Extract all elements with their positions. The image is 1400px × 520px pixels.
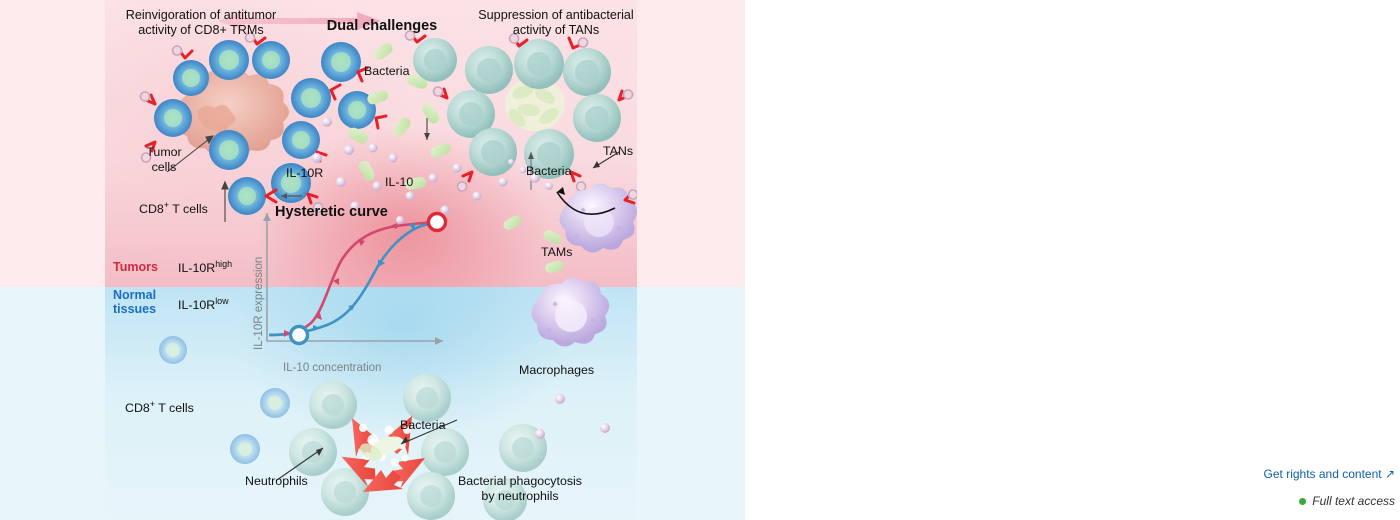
article-panel: Cell CellPress Available online 3 March … (745, 0, 1400, 520)
access-dot-icon (1299, 497, 1307, 505)
il10-molecules (312, 117, 508, 224)
low-state-marker (288, 324, 310, 346)
access-status: Full text access (1299, 494, 1395, 508)
zone-label-normal: Normal tissues (113, 288, 157, 316)
chart-y-axis-label: IL-10R expression (253, 256, 265, 350)
tan-cluster (404, 30, 634, 192)
cd8-t-cell-group-bottom (159, 336, 290, 464)
abstract-artwork: IL-10R expression IL-10 concentration Hy… (105, 0, 637, 520)
label-bacteria-top: Bacteria (364, 64, 410, 78)
label-bacteria-bottom: Bacteria (400, 418, 446, 432)
external-link-icon: ↗ (1384, 467, 1395, 481)
abstract-illustration (139, 12, 637, 520)
il10r-reference-cell (228, 177, 302, 215)
zone-value-normal: IL-10Rlow (178, 296, 229, 313)
access-label: Full text access (1312, 494, 1395, 508)
left-heading: Reinvigoration of antitumor activity of … (125, 8, 277, 37)
cd8-t-cell-group-top (154, 40, 376, 203)
curve-descending (268, 220, 438, 337)
zone-value-tumors: IL-10Rhigh (178, 259, 233, 276)
curve-ascending (268, 220, 438, 337)
dual-challenges-arrow (218, 12, 381, 30)
dual-challenges-label: Dual challenges (326, 18, 438, 34)
label-macrophages: Macrophages (519, 363, 595, 377)
label-bacteria-tans: Bacteria (526, 164, 572, 178)
label-cd8-t-cells-top: CD8+ T cells (139, 200, 208, 217)
label-cd8-t-cells-bottom: CD8+ T cells (125, 399, 194, 416)
label-il10r: IL-10R (286, 166, 324, 180)
right-heading: Suppression of antibacterial activity of… (478, 8, 634, 37)
graphical-abstract: IL-10R expression IL-10 concentration Hy… (0, 0, 745, 520)
zone-label-tumors: Tumors (113, 260, 158, 274)
label-tams: TAMs (541, 245, 573, 259)
callout-lines (166, 135, 229, 222)
rights-text: Get rights and content (1263, 467, 1382, 481)
label-tans: TANs (603, 144, 634, 158)
macrophage-cell (531, 277, 610, 347)
hysteretic-curve-chart (263, 211, 448, 346)
label-phagocytosis: Bacterial phagocytosis by neutrophils (458, 474, 582, 503)
chart-title: Hysteretic curve (275, 204, 388, 220)
il10-molecules-bottom (535, 394, 610, 439)
tam-cell (508, 159, 637, 253)
attack-arrows (341, 416, 425, 492)
label-il10: IL-10 (385, 175, 414, 189)
label-tumor-cells: Tumor cells (146, 145, 182, 174)
bacteria-rods-top (348, 43, 564, 274)
high-state-marker (426, 211, 448, 233)
label-neutrophils: Neutrophils (245, 474, 308, 488)
get-rights-link[interactable]: Get rights and content ↗ (1264, 467, 1395, 481)
chart-x-axis-label: IL-10 concentration (283, 362, 382, 374)
neutrophil-phagocytosis-group (276, 374, 547, 520)
